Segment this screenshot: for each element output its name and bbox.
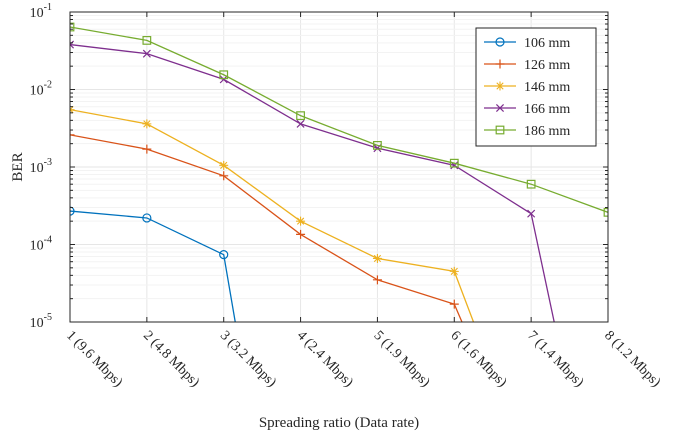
series-146-mm bbox=[70, 105, 475, 322]
y-tick-label: 10-2 bbox=[30, 80, 52, 99]
data-point bbox=[296, 216, 306, 226]
data-point bbox=[142, 144, 152, 154]
y-tick-labels: 10-110-210-310-410-5 bbox=[30, 2, 52, 331]
legend-marker bbox=[495, 103, 505, 113]
legend-marker bbox=[495, 81, 505, 91]
y-tick-base: 10 bbox=[30, 6, 44, 21]
legend-marker bbox=[495, 37, 505, 47]
y-tick-base: 10 bbox=[30, 316, 44, 331]
legend-label: 186 mm bbox=[524, 124, 570, 139]
series-layer bbox=[70, 22, 608, 322]
y-tick-base: 10 bbox=[30, 239, 44, 254]
y-tick-exponent: -1 bbox=[44, 2, 52, 13]
series-line bbox=[70, 43, 555, 322]
y-tick-exponent: -2 bbox=[44, 80, 52, 91]
data-point bbox=[70, 22, 75, 32]
series-186-mm bbox=[70, 22, 608, 217]
data-point bbox=[70, 130, 75, 140]
legend-label: 126 mm bbox=[524, 58, 570, 73]
data-point bbox=[373, 140, 382, 150]
y-axis-label: BER bbox=[10, 152, 26, 181]
data-point bbox=[296, 229, 306, 239]
data-point bbox=[449, 158, 459, 168]
series-166-mm bbox=[70, 40, 555, 322]
data-point bbox=[219, 250, 229, 260]
data-point bbox=[526, 179, 536, 189]
data-point bbox=[142, 119, 152, 129]
data-point bbox=[449, 266, 459, 276]
y-tick-label: 10-1 bbox=[30, 2, 52, 21]
ticks bbox=[69, 11, 609, 323]
y-tick-label: 10-5 bbox=[30, 312, 52, 331]
data-point bbox=[219, 75, 228, 84]
data-point bbox=[372, 275, 382, 285]
data-point bbox=[372, 253, 382, 263]
y-tick-exponent: -4 bbox=[44, 235, 52, 246]
y-tick-exponent: -3 bbox=[44, 157, 52, 168]
legend-marker bbox=[495, 125, 505, 135]
data-point bbox=[527, 209, 536, 218]
y-tick-exponent: -5 bbox=[44, 312, 52, 323]
legend-marker bbox=[495, 59, 505, 69]
data-point bbox=[603, 207, 608, 217]
data-point bbox=[296, 119, 305, 128]
legend-label: 146 mm bbox=[524, 80, 570, 95]
y-tick-base: 10 bbox=[30, 161, 44, 176]
series-106-mm bbox=[70, 206, 236, 322]
data-point bbox=[142, 213, 152, 223]
series-line bbox=[70, 26, 608, 213]
series-126-mm bbox=[70, 130, 463, 322]
data-point bbox=[219, 171, 229, 181]
data-point bbox=[219, 70, 229, 80]
series-line bbox=[70, 210, 236, 322]
data-point bbox=[296, 111, 305, 121]
legend: 106 mm 126 mm 146 mm 166 mm 186 mm bbox=[475, 27, 597, 147]
data-point bbox=[449, 299, 459, 309]
data-point bbox=[219, 160, 229, 170]
y-tick-label: 10-4 bbox=[30, 235, 52, 254]
data-point bbox=[142, 36, 152, 45]
y-tick-base: 10 bbox=[30, 84, 44, 99]
data-point bbox=[70, 206, 75, 216]
x-axis-label: Spreading ratio (Data rate) bbox=[259, 415, 419, 431]
legend-label: 106 mm bbox=[524, 36, 570, 51]
data-point bbox=[70, 40, 75, 49]
y-tick-label: 10-3 bbox=[30, 157, 52, 176]
data-point bbox=[142, 49, 151, 58]
legend-label: 166 mm bbox=[524, 102, 570, 117]
